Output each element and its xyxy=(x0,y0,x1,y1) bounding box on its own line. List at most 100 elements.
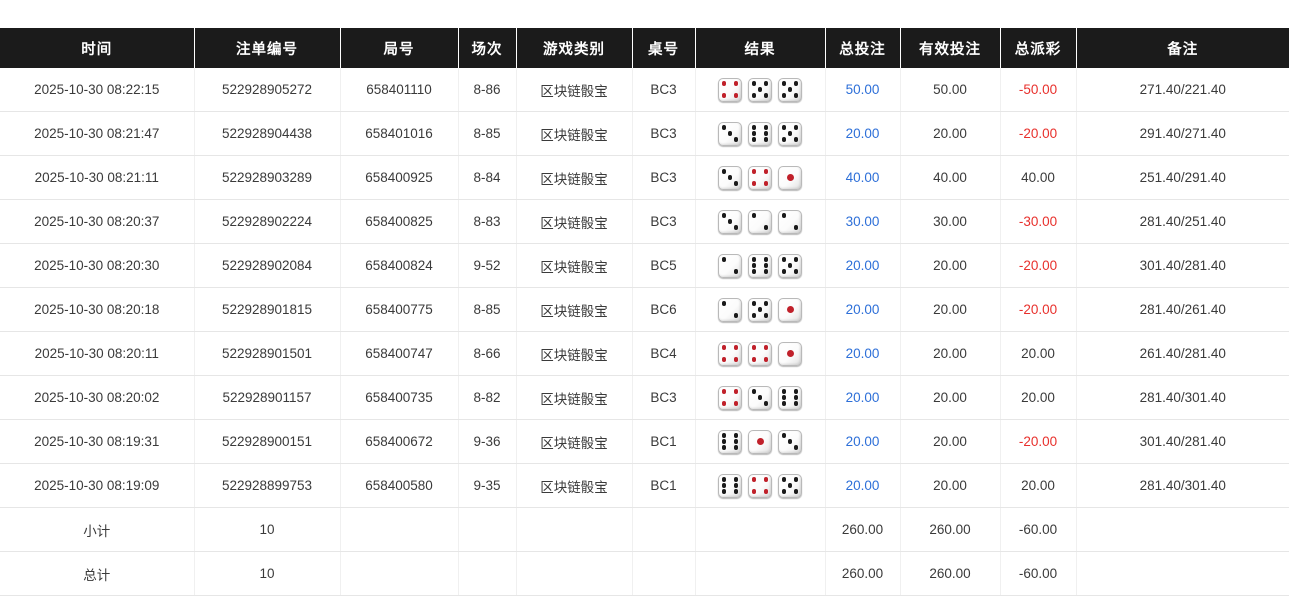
cell-text-total_payout: 20.00 xyxy=(1021,346,1055,361)
cell-text-round_no: 658400775 xyxy=(365,302,433,317)
dice-result-group xyxy=(698,121,823,146)
die-red-4-icon xyxy=(718,77,742,102)
cell-order_no: 522928901815 xyxy=(194,287,341,332)
cell-valid_bet: 40.00 xyxy=(900,155,1001,200)
column-header-remark[interactable]: 备注 xyxy=(1076,28,1289,68)
cell-text-order_no: 522928902084 xyxy=(221,258,313,273)
cell-total_bet: 20.00 xyxy=(825,243,901,288)
cell-session: 9-36 xyxy=(458,419,517,464)
cell-table_no: BC1 xyxy=(632,419,696,464)
cell-text-total_bet: 20.00 xyxy=(845,478,880,493)
cell-session: 8-85 xyxy=(458,111,517,156)
die-black-5-icon xyxy=(778,77,802,102)
dice-result-group xyxy=(698,165,823,190)
cell-text-game_type: 区块链骰宝 xyxy=(540,215,608,231)
die-pip xyxy=(751,131,757,136)
cell-total_payout: -20.00 xyxy=(1000,111,1077,156)
die-pip xyxy=(733,389,739,394)
die-pip xyxy=(751,81,757,86)
die-black-5-icon xyxy=(778,253,802,278)
die-pip xyxy=(751,301,757,306)
die-pip xyxy=(727,219,733,224)
die-pip xyxy=(793,395,799,400)
column-header-game_type[interactable]: 游戏类别 xyxy=(516,28,633,68)
die-pip xyxy=(751,213,757,218)
cell-text-order_no: 522928905272 xyxy=(221,82,313,97)
cell-total_payout: -20.00 xyxy=(1000,419,1077,464)
die-black-2-icon xyxy=(748,209,772,234)
cell-text-game_type: 区块链骰宝 xyxy=(540,347,608,363)
cell-text-game_type: 区块链骰宝 xyxy=(540,171,608,187)
cell-total_bet: 20.00 xyxy=(825,111,901,156)
cell-total_payout: -50.00 xyxy=(1000,68,1077,112)
column-header-session[interactable]: 场次 xyxy=(458,28,517,68)
column-header-order_no[interactable]: 注单编号 xyxy=(194,28,341,68)
cell-text-table_no: BC5 xyxy=(650,258,677,273)
die-pip xyxy=(793,257,799,262)
cell-text-session: 8-85 xyxy=(473,126,501,141)
cell-table_no: BC3 xyxy=(632,375,696,420)
die-pip xyxy=(763,257,769,262)
dice-result-group xyxy=(698,209,823,234)
dice-result-group xyxy=(698,77,823,102)
table-row[interactable]: 2025-10-30 08:19:31 522928900151 658400672… xyxy=(0,419,1289,464)
cell-order_no: 522928899753 xyxy=(194,463,341,508)
die-pip xyxy=(763,269,769,274)
die-pip xyxy=(721,301,727,306)
die-pip xyxy=(793,125,799,130)
cell-text-total_bet: 30.00 xyxy=(845,214,880,229)
column-header-time[interactable]: 时间 xyxy=(0,28,195,68)
table-row[interactable]: 2025-10-30 08:20:30 522928902084 658400824… xyxy=(0,243,1289,288)
cell-text-game_type: 区块链骰宝 xyxy=(540,259,608,275)
die-pip xyxy=(733,477,739,482)
die-pip xyxy=(763,345,769,350)
die-pip xyxy=(763,313,769,318)
summary-cell-result xyxy=(695,507,826,552)
column-header-total_payout[interactable]: 总派彩 xyxy=(1000,28,1077,68)
cell-total_payout: 20.00 xyxy=(1000,463,1077,508)
die-pip xyxy=(733,445,739,450)
dice-result-group xyxy=(698,297,823,322)
table-row[interactable]: 2025-10-30 08:20:02 522928901157 658400735… xyxy=(0,375,1289,420)
cell-time: 2025-10-30 08:19:09 xyxy=(0,463,195,508)
column-header-round_no[interactable]: 局号 xyxy=(340,28,459,68)
die-pip xyxy=(787,439,793,444)
die-pip xyxy=(756,438,764,445)
cell-round_no: 658400580 xyxy=(340,463,459,508)
die-pip xyxy=(781,213,787,218)
cell-text-valid_bet: 30.00 xyxy=(933,214,967,229)
column-header-result[interactable]: 结果 xyxy=(695,28,826,68)
table-row[interactable]: 2025-10-30 08:19:09 522928899753 658400580… xyxy=(0,463,1289,508)
die-pip xyxy=(751,169,757,174)
cell-text-total_payout: -50.00 xyxy=(1018,82,1058,97)
die-pip xyxy=(721,125,727,130)
table-row[interactable]: 2025-10-30 08:21:11 522928903289 658400925… xyxy=(0,155,1289,200)
cell-table_no: BC3 xyxy=(632,199,696,244)
column-header-table_no[interactable]: 桌号 xyxy=(632,28,696,68)
table-row[interactable]: 2025-10-30 08:21:47 522928904438 658401016… xyxy=(0,111,1289,156)
cell-result xyxy=(695,155,826,200)
die-pip xyxy=(781,433,787,438)
betting-records-table: 时间 注单编号 局号 场次 游戏类别 桌号 结果 总投注 有效投注 总派彩 备注 2025-10-3… xyxy=(0,28,1289,596)
cell-valid_bet: 20.00 xyxy=(900,287,1001,332)
cell-game_type: 区块链骰宝 xyxy=(516,463,633,508)
table-row[interactable]: 2025-10-30 08:20:11 522928901501 658400747… xyxy=(0,331,1289,376)
table-row[interactable]: 2025-10-30 08:22:15 522928905272 658401110… xyxy=(0,68,1289,112)
summary-cell-session xyxy=(458,551,517,596)
die-pip xyxy=(781,93,787,98)
cell-time: 2025-10-30 08:20:02 xyxy=(0,375,195,420)
cell-text-total_payout: 40.00 xyxy=(1021,170,1055,185)
cell-round_no: 658400735 xyxy=(340,375,459,420)
column-header-valid_bet[interactable]: 有效投注 xyxy=(900,28,1001,68)
cell-round_no: 658401110 xyxy=(340,68,459,112)
cell-total_payout: 20.00 xyxy=(1000,375,1077,420)
die-pip xyxy=(781,257,787,262)
table-row[interactable]: 2025-10-30 08:20:37 522928902224 658400825… xyxy=(0,199,1289,244)
table-row[interactable]: 2025-10-30 08:20:18 522928901815 658400775… xyxy=(0,287,1289,332)
cell-total_bet: 40.00 xyxy=(825,155,901,200)
die-pip xyxy=(721,477,727,482)
cell-order_no: 522928902084 xyxy=(194,243,341,288)
column-header-total_bet[interactable]: 总投注 xyxy=(825,28,901,68)
cell-text-time: 2025-10-30 08:19:31 xyxy=(34,434,160,449)
die-pip xyxy=(751,93,757,98)
